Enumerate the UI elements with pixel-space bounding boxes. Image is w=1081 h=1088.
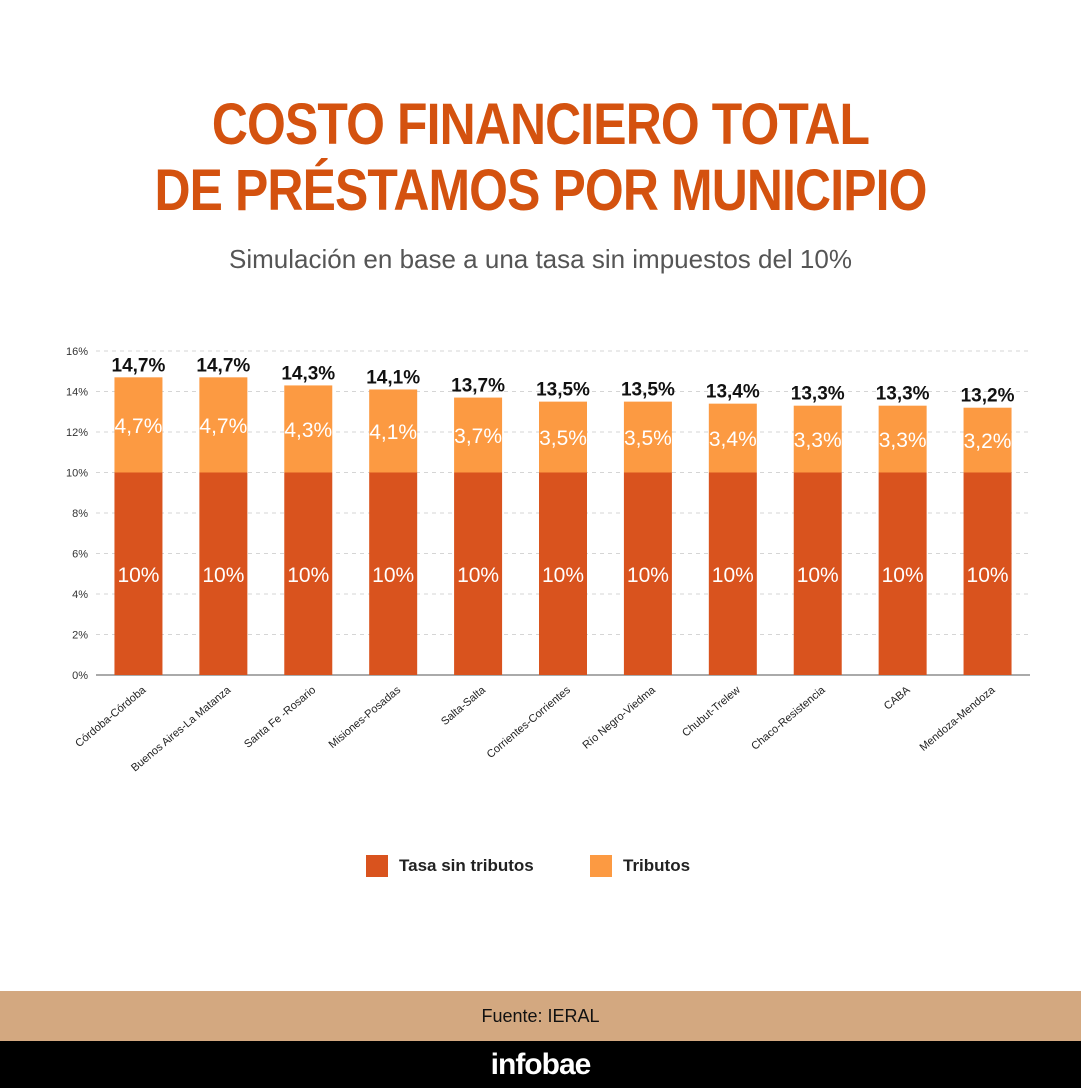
bar-segment-tasa — [878, 472, 927, 675]
bar-segment-tasa — [793, 472, 842, 675]
bar-label-tasa: 10% — [372, 564, 414, 587]
bar-segment-tasa — [454, 472, 503, 675]
bar-label-tributos: 3,7% — [454, 425, 502, 448]
bar-total-label: 13,5% — [536, 380, 590, 401]
chart-title: COSTO FINANCIERO TOTAL DE PRÉSTAMOS POR … — [76, 92, 1006, 224]
y-tick-label: 2% — [72, 630, 88, 642]
y-tick-label: 0% — [72, 670, 88, 682]
bar-total-label: 14,7% — [196, 355, 250, 376]
y-tick-label: 16% — [66, 346, 88, 358]
bar-segment-tributos — [878, 405, 927, 473]
bar-label-tasa: 10% — [117, 564, 159, 587]
footer-bar: infobae — [0, 1041, 1081, 1088]
bar-label-tasa: 10% — [287, 564, 329, 587]
bar-label-tasa: 10% — [627, 564, 669, 587]
bar-segment-tributos — [963, 407, 1012, 473]
bar-total-label: 14,3% — [281, 363, 335, 384]
bar-label-tasa: 10% — [967, 564, 1009, 587]
legend-item-tributos: Tributos — [590, 852, 690, 880]
bar-segment-tasa — [199, 472, 248, 675]
bar-total-label: 13,5% — [621, 380, 675, 401]
bar-label-tributos: 3,5% — [539, 427, 587, 450]
bar-total-label: 13,3% — [791, 384, 845, 405]
bar-segment-tributos — [114, 377, 163, 473]
bar-label-tributos: 3,3% — [879, 429, 927, 452]
x-tick-label: Corrientes-Corrientes — [485, 684, 574, 761]
source-bar: Fuente: IERAL — [0, 991, 1081, 1041]
y-tick-label: 12% — [66, 427, 88, 439]
legend-label-tributos: Tributos — [623, 856, 691, 875]
bar-label-tasa: 10% — [542, 564, 584, 587]
y-tick-label: 4% — [72, 589, 88, 601]
y-tick-label: 14% — [66, 387, 88, 399]
bar-segment-tasa — [284, 472, 333, 675]
bar-label-tasa: 10% — [797, 564, 839, 587]
legend-swatch-tributos — [590, 855, 612, 877]
chart-subtitle: Simulación en base a una tasa sin impues… — [229, 244, 852, 274]
bar-label-tributos: 3,5% — [624, 427, 672, 450]
bar-label-tributos: 4,3% — [284, 419, 332, 442]
bar-label-tributos: 4,7% — [115, 415, 163, 438]
x-tick-label: Córdoba-Córdoba — [73, 684, 149, 750]
x-tick-label: Santa Fe -Rosario — [242, 684, 318, 751]
bar-segment-tasa — [539, 472, 587, 675]
x-tick-label: CABA — [882, 684, 913, 713]
bar-label-tributos: 3,2% — [964, 430, 1012, 453]
legend: Tasa sin tributos Tributos — [0, 852, 1081, 880]
bar-label-tasa: 10% — [712, 564, 754, 587]
y-tick-label: 10% — [66, 468, 88, 480]
bar-total-label: 13,7% — [451, 376, 505, 397]
bar-label-tributos: 4,1% — [369, 421, 417, 444]
bar-segment-tasa — [963, 472, 1012, 675]
brand-logo: infobae — [490, 1047, 592, 1081]
x-tick-label: Salta-Salta — [439, 684, 489, 728]
bar-segment-tributos — [199, 377, 248, 473]
legend-label-tasa: Tasa sin tributos — [399, 856, 534, 875]
source-text: Fuente: IERAL — [481, 1005, 600, 1026]
bar-total-label: 13,3% — [876, 384, 930, 405]
bar-segment-tributos — [454, 397, 503, 473]
title-line-1: COSTO FINANCIERO TOTAL — [211, 92, 870, 157]
x-tick-label: Mendoza-Mendoza — [918, 684, 999, 754]
bar-label-tributos: 3,4% — [709, 428, 757, 451]
bar-segment-tributos — [369, 389, 418, 473]
x-tick-label: Misiones-Posadas — [327, 684, 404, 751]
stacked-bar-chart: 0% 2% 4% 6% 8% 10% 12% 14% 16% 10% 4,7% 14,7% Córdob… — [66, 346, 1030, 775]
legend-swatch-tasa — [366, 855, 388, 877]
bar-label-tasa: 10% — [882, 564, 924, 587]
bar-segment-tasa — [369, 472, 418, 675]
y-tick-label: 6% — [72, 549, 88, 561]
y-tick-label: 8% — [72, 508, 88, 520]
bar-segment-tributos — [793, 405, 842, 473]
bar-total-label: 13,2% — [961, 386, 1015, 407]
bar-segment-tributos — [539, 401, 587, 473]
bar-label-tasa: 10% — [202, 564, 244, 587]
bar-segment-tributos — [284, 385, 333, 473]
x-tick-label: Chaco-Resistencia — [749, 684, 828, 753]
bar-label-tasa: 10% — [457, 564, 499, 587]
x-tick-label: Chubut-Trelew — [680, 684, 743, 739]
bar-label-tributos: 4,7% — [199, 415, 247, 438]
bar-segment-tasa — [623, 472, 672, 675]
bar-segment-tasa — [114, 472, 163, 675]
bar-segment-tributos — [708, 403, 757, 473]
bar-total-label: 14,7% — [112, 355, 166, 376]
legend-item-tasa: Tasa sin tributos — [366, 852, 534, 880]
bar-label-tributos: 3,3% — [794, 429, 842, 452]
title-line-2: DE PRÉSTAMOS POR MUNICIPIO — [154, 158, 927, 223]
bar-segment-tasa — [708, 472, 757, 675]
x-tick-label: Río Negro-Viedma — [580, 684, 658, 752]
bar-total-label: 13,4% — [706, 382, 760, 403]
bar-total-label: 14,1% — [366, 367, 420, 388]
bar-segment-tributos — [623, 401, 672, 473]
x-tick-label: Buenos Aires-La Matanza — [129, 684, 234, 775]
